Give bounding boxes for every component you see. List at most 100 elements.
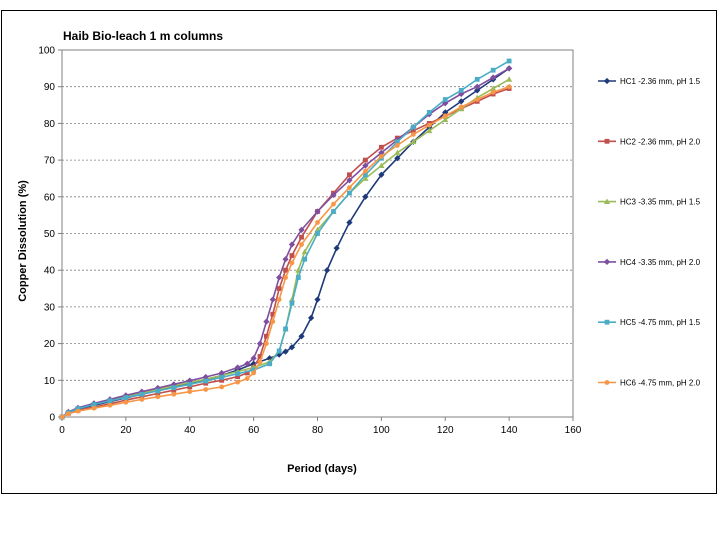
y-tick-label-7: 70 [44, 156, 56, 167]
data-point-1-30 [458, 98, 465, 105]
data-point-6-27 [394, 143, 400, 148]
data-point-5-32 [506, 58, 512, 64]
data-point-5-19 [302, 256, 308, 262]
data-point-2-8 [171, 387, 177, 393]
data-point-5-31 [490, 67, 496, 73]
data-point-1-18 [298, 333, 305, 340]
data-point-6-23 [331, 201, 336, 207]
data-point-4-32 [474, 83, 481, 90]
data-point-2-19 [283, 267, 288, 273]
series-line-4 [61, 67, 510, 418]
data-point-6-21 [299, 242, 304, 247]
data-point-6-31 [458, 104, 464, 110]
data-point-6-33 [490, 89, 496, 95]
data-point-4-16 [263, 318, 270, 325]
data-point-5-12 [235, 371, 241, 377]
legend-item-5: HC5 -4.75 mm, pH 1.5 [598, 318, 701, 327]
data-point-6-12 [235, 379, 241, 385]
x-tick-label-5: 100 [373, 425, 390, 436]
data-point-6-5 [123, 399, 129, 405]
data-point-5-13 [251, 367, 257, 373]
data-point-5-18 [295, 275, 301, 280]
data-point-1-23 [346, 219, 353, 226]
data-point-1-19 [307, 314, 315, 322]
y-axis-label: Copper Dissolution (%) [17, 180, 29, 302]
data-point-2-11 [219, 377, 225, 383]
legend-item-1: HC1 -2.36 mm, pH 1.5 [598, 77, 701, 86]
data-point-3-27 [426, 127, 433, 134]
legend-item-2: HC2 -2.36 mm, pH 2.0 [598, 137, 701, 146]
data-point-5-27 [426, 109, 432, 115]
y-tick-label-3: 30 [44, 302, 56, 313]
series-3 [58, 76, 513, 420]
data-point-4-25 [362, 162, 369, 169]
data-point-4-21 [298, 226, 305, 233]
data-point-6-9 [187, 389, 193, 395]
line-chart: Haib Bio-leach 1 m columns 0 10 20 30 40 50 60… [17, 29, 701, 475]
data-point-5-9 [187, 381, 193, 387]
data-point-2-15 [257, 354, 263, 359]
data-point-5-10 [203, 378, 209, 384]
data-point-4-22 [314, 208, 321, 215]
series-6 [59, 84, 512, 420]
series-layer [58, 58, 513, 421]
x-axis-label: Period (days) [287, 463, 357, 475]
data-point-2-18 [276, 286, 282, 291]
data-point-6-19 [283, 275, 288, 280]
data-point-1-17 [288, 344, 296, 351]
y-tick-label-5: 50 [44, 229, 56, 240]
data-point-5-16 [283, 326, 288, 332]
data-point-4-12 [234, 364, 241, 371]
data-point-4-24 [346, 177, 353, 184]
data-point-3-32 [506, 76, 513, 82]
data-point-1-21 [323, 267, 331, 274]
data-point-2-25 [363, 157, 368, 163]
data-point-4-18 [276, 274, 283, 281]
data-point-6-15 [257, 359, 263, 365]
data-point-5-22 [347, 190, 352, 196]
y-axis-ticks: 0 10 20 30 40 50 60 70 80 90 100 [38, 46, 62, 424]
chart-frame: Haib Bio-leach 1 m columns 0 10 20 30 40 50 60… [1, 10, 717, 494]
data-point-6-24 [347, 185, 352, 191]
data-point-4-7 [154, 384, 161, 392]
data-point-5-15 [276, 348, 282, 354]
data-point-1-20 [314, 296, 321, 303]
series-line-1 [61, 67, 510, 418]
y-tick-label-9: 90 [44, 82, 56, 93]
y-tick-label-6: 60 [44, 192, 56, 203]
data-point-6-8 [171, 391, 177, 397]
x-tick-label-3: 60 [248, 425, 260, 436]
data-point-4-20 [288, 241, 296, 248]
data-point-3-28 [442, 116, 449, 123]
data-point-1-16 [282, 348, 289, 355]
data-point-6-34 [506, 84, 512, 90]
legend-item-4: HC4 -3.35 mm, pH 2.0 [598, 258, 701, 267]
data-point-6-3 [91, 405, 97, 411]
data-point-2-24 [347, 172, 352, 178]
data-point-4-15 [256, 340, 264, 347]
data-point-6-11 [219, 384, 225, 390]
data-point-2-9 [187, 384, 193, 390]
legend-item-3: HC3 -3.35 mm, pH 1.5 [598, 198, 701, 207]
data-point-6-1 [65, 411, 71, 417]
series-line-6 [61, 85, 510, 418]
data-point-4-10 [202, 373, 209, 381]
data-point-2-20 [289, 253, 295, 258]
legend-label-4: HC4 -3.35 mm, pH 2.0 [620, 258, 701, 267]
x-tick-label-6: 120 [437, 425, 454, 436]
data-point-6-32 [474, 97, 480, 102]
data-point-4-14 [250, 355, 257, 362]
legend-label-5: HC5 -4.75 mm, pH 1.5 [620, 318, 701, 327]
data-point-4-26 [378, 149, 385, 156]
data-point-1-25 [378, 171, 385, 178]
x-tick-label-2: 40 [184, 425, 196, 436]
data-point-1-22 [333, 245, 340, 252]
x-tick-label-8: 160 [565, 425, 582, 436]
data-point-2-28 [410, 128, 416, 134]
data-point-1-26 [394, 155, 401, 162]
data-point-3-19 [301, 248, 308, 255]
x-tick-label-0: 0 [59, 425, 65, 436]
legend-marker-2 [604, 138, 610, 144]
data-point-5-3 [91, 402, 97, 407]
series-line-2 [61, 87, 510, 418]
